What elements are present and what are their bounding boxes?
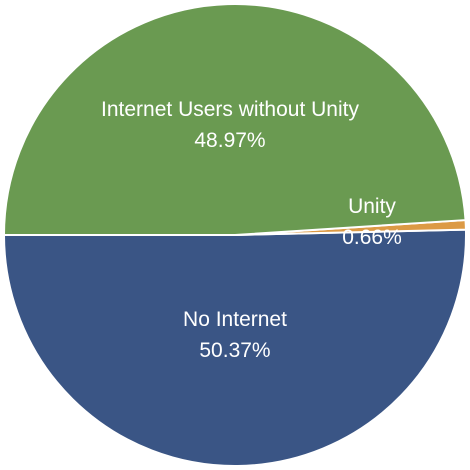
- pie-slices: [3, 3, 467, 467]
- pie-slice-no-internet: [3, 228, 467, 467]
- slice-label: Unity: [348, 195, 396, 218]
- slice-value-label: 50.37%: [199, 339, 270, 362]
- slice-value-label: 0.66%: [342, 226, 402, 249]
- pie-labels: No Internet 50.37% Unity 0.66% Internet User…: [101, 98, 402, 362]
- slice-label: Internet Users without Unity: [101, 98, 359, 121]
- slice-label: No Internet: [183, 308, 287, 331]
- pie-slice-internet-users-without-unity: [3, 3, 467, 236]
- slice-value-label: 48.97%: [194, 129, 265, 152]
